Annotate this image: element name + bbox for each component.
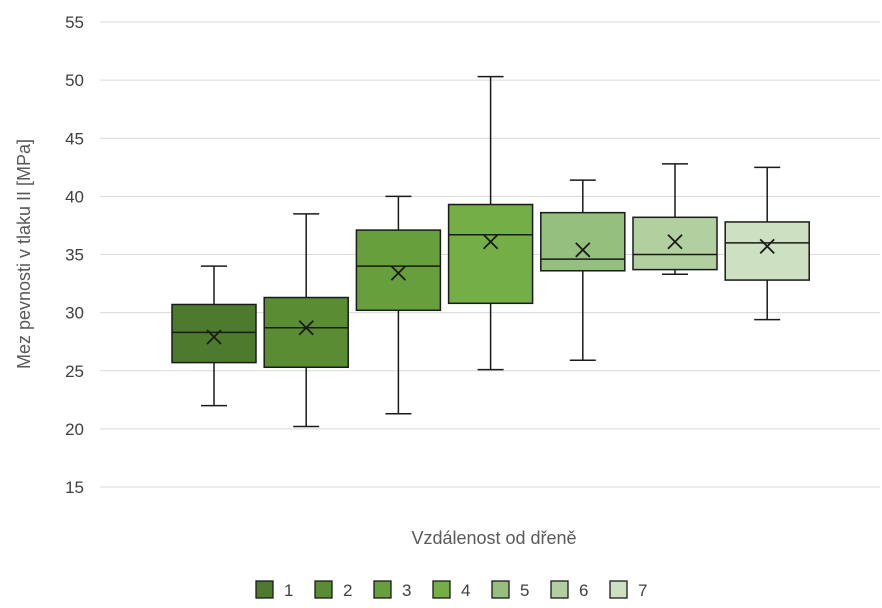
legend: 1 2 3 4 5 6 7	[255, 580, 647, 600]
box-3	[355, 195, 442, 415]
box-7	[724, 166, 810, 321]
legend-label: 6	[579, 581, 588, 600]
legend-label: 7	[638, 581, 647, 600]
legend-label: 4	[461, 581, 470, 600]
y-tick-label: 45	[65, 129, 84, 148]
iqr-box	[447, 203, 534, 305]
legend-label: 5	[520, 581, 529, 600]
y-tick-label: 50	[65, 71, 84, 90]
mean-marker	[298, 320, 314, 336]
mean-marker	[667, 234, 683, 250]
legend-item-3: 3	[373, 580, 411, 600]
mean-marker	[575, 242, 591, 258]
legend-swatch	[255, 580, 274, 599]
y-tick-label: 20	[65, 420, 84, 439]
mean-marker	[482, 234, 499, 250]
y-tick-label: 30	[65, 304, 84, 323]
iqr-box	[632, 216, 718, 271]
legend-item-1: 1	[255, 580, 293, 600]
box-5	[540, 179, 626, 362]
y-axis-title: Mez pevnosti v tlaku II [MPa]	[14, 139, 34, 369]
legend-label: 1	[284, 581, 293, 600]
iqr-box	[540, 211, 626, 272]
box-1	[171, 265, 257, 407]
legend-item-2: 2	[314, 580, 352, 600]
legend-label: 2	[343, 581, 352, 600]
y-tick-label: 25	[65, 362, 84, 381]
y-tick-label: 35	[65, 246, 84, 265]
legend-swatch	[609, 580, 628, 599]
legend-label: 3	[402, 581, 411, 600]
x-axis-title: Vzdálenost od dřeně	[411, 528, 576, 548]
iqr-box	[263, 296, 349, 369]
legend-swatch	[491, 580, 510, 599]
iqr-box	[171, 303, 257, 364]
legend-item-4: 4	[432, 580, 470, 600]
y-tick-label: 40	[65, 187, 84, 206]
mean-marker	[759, 238, 775, 254]
y-tick-label: 55	[65, 13, 84, 32]
box-series	[171, 75, 810, 428]
box-2	[263, 213, 349, 428]
y-axis-tick-labels: 15 20 25 30 35 40 45 50 55	[65, 13, 84, 497]
legend-swatch	[432, 580, 451, 599]
legend-swatch	[550, 580, 569, 599]
box-4	[447, 75, 534, 371]
legend-item-6: 6	[550, 580, 588, 600]
legend-swatch	[314, 580, 333, 599]
iqr-box	[355, 229, 442, 312]
iqr-box	[724, 221, 810, 281]
mean-marker	[206, 329, 222, 345]
box-6	[632, 163, 718, 276]
legend-item-5: 5	[491, 580, 529, 600]
y-tick-label: 15	[65, 478, 84, 497]
legend-item-7: 7	[609, 580, 647, 600]
mean-marker	[390, 265, 407, 281]
legend-swatch	[373, 580, 392, 599]
